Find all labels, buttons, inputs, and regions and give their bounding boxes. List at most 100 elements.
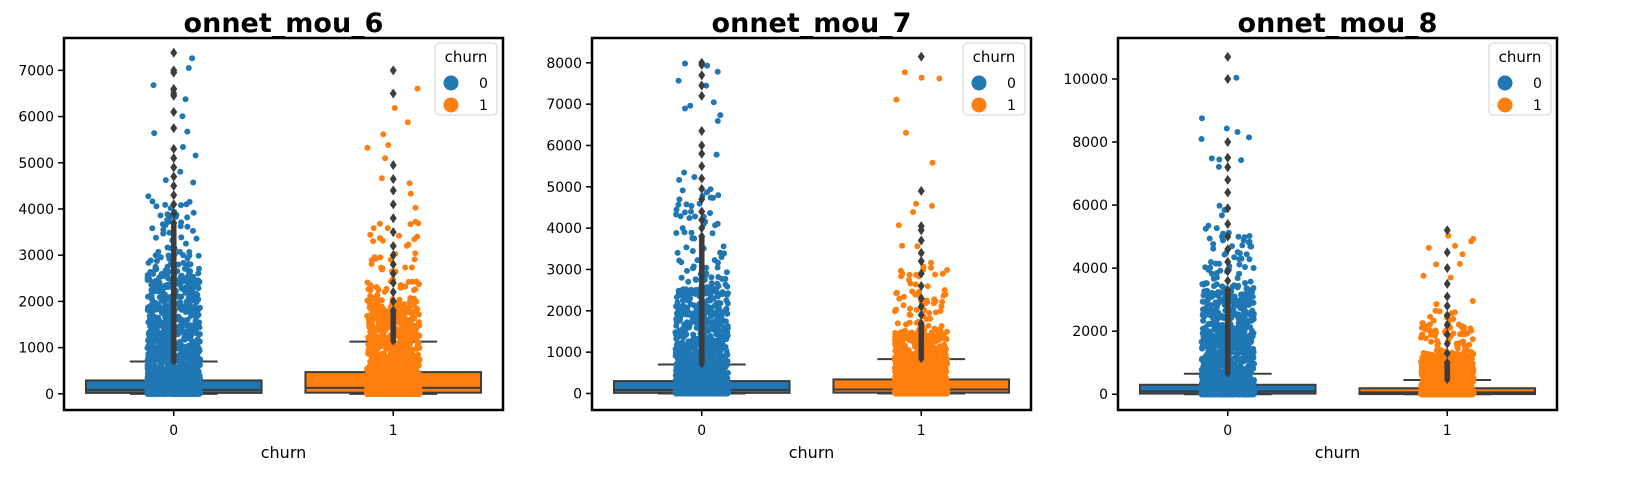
- strip-point: [159, 273, 166, 280]
- strip-point: [674, 314, 681, 321]
- strip-point: [690, 388, 697, 395]
- strip-point: [714, 280, 721, 287]
- y-tick-label: 3000: [546, 262, 582, 278]
- strip-point: [691, 235, 698, 242]
- strip-point: [367, 231, 374, 238]
- strip-point: [144, 365, 151, 372]
- strip-point: [150, 282, 156, 288]
- strip-point: [376, 220, 383, 227]
- strip-point: [679, 225, 686, 232]
- flier-marker: [389, 259, 397, 270]
- strip-point: [156, 282, 163, 289]
- strip-point: [145, 276, 152, 283]
- strip-point: [693, 276, 699, 283]
- plot-area: [84, 47, 483, 397]
- strip-point: [196, 338, 203, 345]
- strip-point: [682, 60, 688, 67]
- strip-point: [392, 371, 399, 378]
- strip-point: [152, 345, 159, 352]
- strip-point: [681, 328, 687, 335]
- flier-marker: [170, 143, 178, 154]
- strip-point: [691, 174, 698, 180]
- strip-point: [675, 291, 682, 298]
- strip-point: [710, 194, 716, 201]
- strip-point: [378, 175, 385, 182]
- strip-point: [724, 361, 730, 368]
- strip-point: [415, 351, 421, 358]
- flier-marker: [389, 305, 397, 316]
- flier-marker: [389, 250, 397, 261]
- y-tick-label: 0: [573, 386, 582, 402]
- strip-point: [193, 282, 200, 289]
- strip-point: [672, 329, 679, 336]
- strip-point: [378, 303, 385, 310]
- strip-point: [368, 257, 375, 264]
- strip-point: [686, 215, 693, 221]
- y-tick-label: 0: [45, 387, 54, 403]
- strip-point: [182, 240, 189, 247]
- strip-point: [190, 366, 197, 373]
- strip-point: [407, 190, 414, 197]
- strip-point: [378, 383, 385, 390]
- strip-point: [165, 275, 171, 282]
- strip-point: [409, 322, 416, 329]
- strip-point: [162, 177, 169, 184]
- strip-point: [370, 225, 377, 232]
- strip-point: [384, 390, 391, 397]
- strip-point: [704, 303, 711, 310]
- strip-point: [699, 381, 706, 388]
- strip-point: [146, 334, 153, 341]
- strip-point: [673, 361, 680, 368]
- strip-point: [147, 269, 154, 275]
- strip-point: [683, 286, 689, 293]
- strip-point: [715, 259, 721, 266]
- strip-point: [679, 187, 686, 194]
- strip-point: [708, 274, 715, 281]
- strip-point: [724, 351, 731, 358]
- strip-point: [708, 348, 715, 355]
- strip-point: [147, 318, 154, 325]
- strip-point: [153, 301, 160, 308]
- flier-marker: [389, 296, 397, 307]
- strip-point: [151, 314, 158, 320]
- chart-title: onnet_mou_7: [712, 8, 912, 39]
- strip-point: [704, 62, 711, 69]
- strip-point: [389, 343, 396, 350]
- strip-point: [378, 342, 385, 349]
- strip-point: [366, 304, 373, 311]
- strip-point: [707, 293, 714, 300]
- flier-marker: [170, 171, 178, 182]
- strip-point: [178, 371, 185, 378]
- strip-point: [709, 230, 716, 237]
- strip-point: [675, 201, 682, 208]
- strip-point: [178, 219, 185, 226]
- strip-point: [686, 322, 693, 329]
- chart-panel-1: onnet_mou_601000200030004000500060007000…: [18, 8, 505, 462]
- strip-point: [166, 229, 173, 236]
- strip-point: [676, 196, 683, 203]
- strip-point: [378, 297, 385, 304]
- strip-point: [681, 169, 688, 176]
- strip-point: [186, 349, 193, 356]
- strip-point: [367, 366, 374, 373]
- strip-point: [396, 232, 402, 239]
- strip-point: [719, 289, 726, 296]
- strip-point: [158, 319, 165, 326]
- strip-point: [394, 340, 401, 347]
- strip-point: [375, 322, 382, 329]
- strip-point: [190, 209, 197, 216]
- strip-point: [683, 201, 690, 208]
- strip-point: [392, 390, 399, 397]
- strip-point: [178, 234, 185, 241]
- y-tick-label: 6000: [546, 138, 582, 154]
- strip-point: [415, 362, 422, 369]
- strip-point: [193, 313, 200, 320]
- strip-point: [703, 264, 710, 271]
- strip-point: [189, 328, 196, 335]
- strip-point: [688, 203, 695, 209]
- flier-marker: [170, 153, 178, 164]
- strip-point: [166, 307, 172, 314]
- strip-point: [151, 355, 158, 362]
- strip-point: [720, 243, 727, 250]
- flier-marker: [389, 240, 397, 251]
